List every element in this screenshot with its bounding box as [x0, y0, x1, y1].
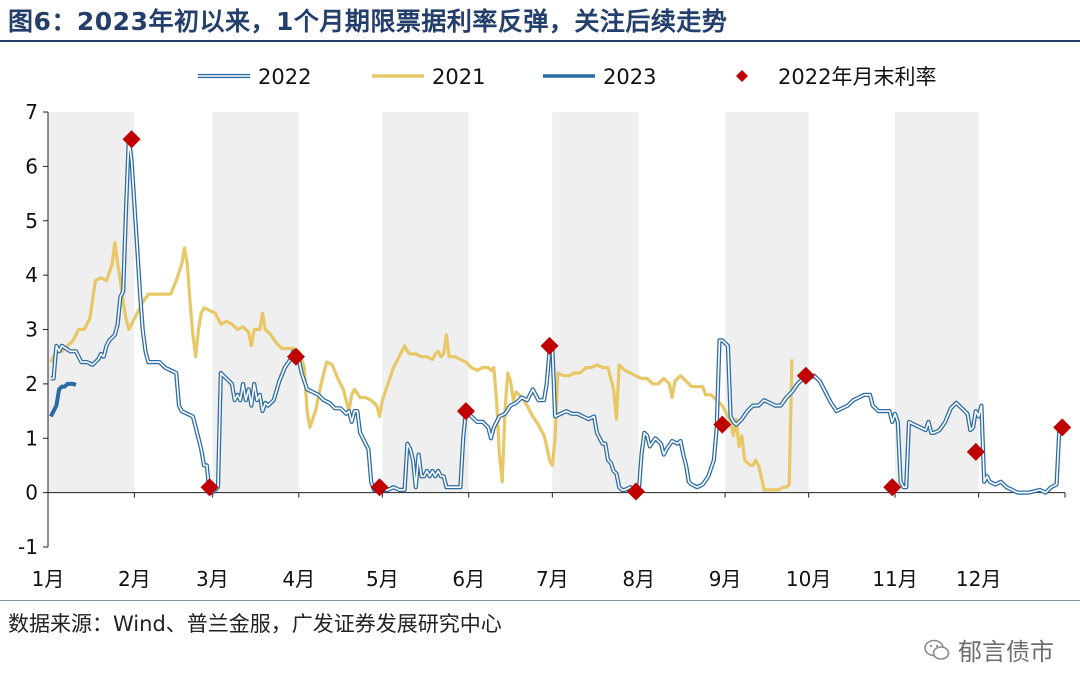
- title-underline: [0, 40, 1080, 42]
- y-tick-label: 3: [25, 318, 38, 342]
- legend-label-2023: 2023: [603, 65, 656, 89]
- line-chart: -1 0 1 2 3 4 5 6 7 1月 2月 3月 4月 5月 6月 7月 8月 9月 10月 11月 12月 2…: [18, 65, 1072, 591]
- footer-divider: [0, 600, 1080, 601]
- month-band: [212, 112, 299, 493]
- month-end-marker: [370, 478, 389, 497]
- x-tick-label: 1月: [32, 567, 65, 591]
- x-tick-label: 2月: [118, 567, 151, 591]
- month-band: [552, 112, 639, 493]
- month-end-marker: [966, 442, 985, 461]
- month-band: [382, 112, 469, 493]
- month-end-marker: [456, 402, 475, 421]
- x-axis: 1月 2月 3月 4月 5月 6月 7月 8月 9月 10月 11月 12月: [32, 492, 1066, 591]
- watermark: 郁言债市: [924, 632, 1054, 667]
- month-end-marker: [1053, 418, 1072, 437]
- month-band: [725, 112, 809, 493]
- month-end-marker: [286, 347, 305, 366]
- x-tick-label: 12月: [956, 567, 1001, 591]
- x-tick-label: 3月: [196, 567, 229, 591]
- y-tick-label: 5: [25, 209, 38, 233]
- x-tick-label: 9月: [709, 567, 742, 591]
- legend: 2022 2021 2023 2022年月末利率: [198, 65, 936, 89]
- month-end-marker: [796, 366, 815, 385]
- y-tick-label: 4: [25, 263, 38, 287]
- month-end-marker: [626, 482, 645, 501]
- y-axis: -1 0 1 2 3 4 5 6 7: [18, 100, 49, 559]
- x-tick-label: 8月: [622, 567, 655, 591]
- legend-label-2021: 2021: [432, 65, 485, 89]
- series-line-2021: [49, 240, 794, 492]
- source-note: 数据来源：Wind、普兰金服，广发证券发展研究中心: [8, 612, 502, 636]
- x-tick-label: 4月: [282, 567, 315, 591]
- month-end-marker: [713, 415, 732, 434]
- month-end-marker: [200, 478, 219, 497]
- x-tick-label: 6月: [452, 567, 485, 591]
- legend-label-markers: 2022年月末利率: [778, 65, 936, 89]
- month-end-marker: [540, 336, 559, 355]
- wechat-icon: [924, 639, 950, 660]
- x-tick-label: 10月: [786, 567, 831, 591]
- series-line-2023: [49, 381, 77, 418]
- month-end-marker: [883, 478, 902, 497]
- x-tick-label: 11月: [872, 567, 917, 591]
- y-tick-label: -1: [18, 535, 38, 559]
- legend-label-2022: 2022: [258, 65, 311, 89]
- x-tick-label: 7月: [536, 567, 569, 591]
- x-tick-label: 5月: [366, 567, 399, 591]
- y-tick-label: 2: [25, 372, 38, 396]
- y-tick-label: 0: [25, 481, 38, 505]
- y-tick-label: 7: [25, 100, 38, 124]
- month-end-marker: [122, 130, 141, 149]
- y-tick-label: 1: [25, 426, 38, 450]
- watermark-text: 郁言债市: [958, 638, 1054, 666]
- legend-swatch-markers: [736, 70, 748, 82]
- month-shading: [48, 112, 979, 493]
- month-end-markers: [122, 130, 1072, 501]
- y-tick-label: 6: [25, 154, 38, 178]
- page-title: 图6：2023年初以来，1个月期限票据利率反弹，关注后续走势: [8, 7, 728, 36]
